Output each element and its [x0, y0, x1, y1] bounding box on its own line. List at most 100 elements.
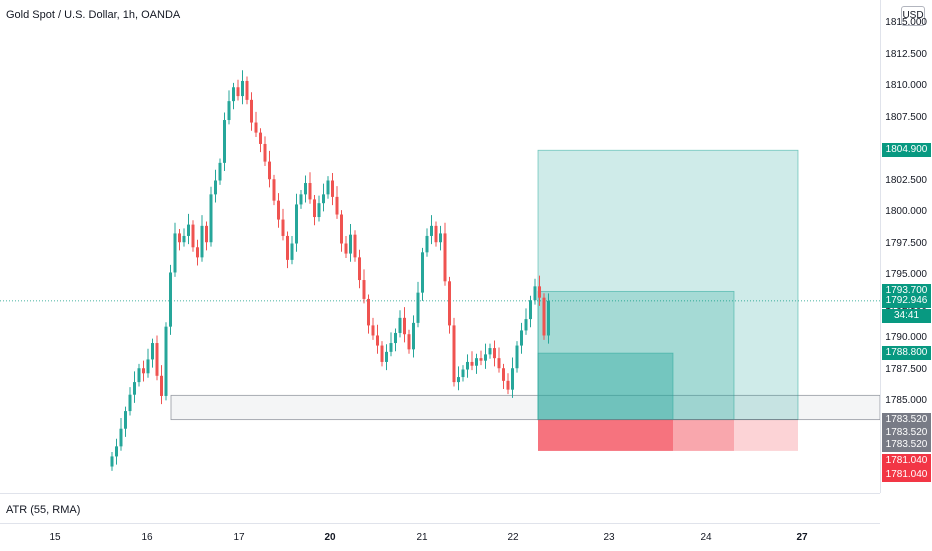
candle-body [398, 317, 402, 333]
price-tag: 1804.900 [882, 143, 931, 158]
candle-body [335, 196, 339, 215]
price-tag: 1783.520 [882, 425, 931, 440]
price-tag: 1783.520 [882, 412, 931, 427]
candle-body [502, 368, 505, 381]
price-axis[interactable]: USD 1815.0001812.5001810.0001807.5001805… [880, 0, 932, 493]
profit-zone [537, 149, 799, 421]
candle-body [416, 292, 420, 323]
candle-body [322, 194, 325, 204]
candle-body [142, 368, 145, 374]
candle-body [259, 132, 262, 144]
candle-body [484, 354, 487, 361]
candle-body [461, 369, 465, 378]
candle-body [245, 80, 249, 100]
price-tick: 1787.500 [885, 363, 927, 375]
candle-body [349, 234, 352, 254]
profit-zone [537, 352, 674, 421]
price-tick: 1815.000 [885, 17, 927, 28]
candle-body [376, 335, 379, 346]
candle-body [529, 300, 532, 320]
candle-body [290, 243, 294, 260]
candle-body [506, 380, 510, 390]
candle-body [277, 200, 280, 220]
price-tick: 1785.000 [885, 395, 927, 406]
candle-body [331, 180, 334, 197]
candle-body [547, 300, 550, 336]
candle-body [497, 358, 501, 369]
candle-body [443, 233, 447, 282]
candle-body [241, 80, 244, 97]
time-axis[interactable]: 15 16 17 20 21 22 23 24 27 [0, 523, 880, 551]
candle-body [227, 101, 231, 121]
indicator-label[interactable]: ATR (55, RMA) [6, 504, 81, 516]
candle-body [394, 332, 397, 344]
candle-body [380, 345, 384, 362]
candle-body [466, 361, 469, 370]
price-tag: 1788.800 [882, 346, 931, 361]
candle-body [407, 334, 411, 350]
time-label: 17 [233, 532, 245, 543]
candle-body [475, 358, 478, 366]
price-tag: 1792.946 [882, 293, 931, 308]
candle-body [250, 99, 253, 123]
candle-body [362, 280, 366, 299]
candle-body [313, 199, 316, 218]
candle-body [196, 247, 199, 258]
time-label: 21 [416, 532, 428, 543]
price-tick: 1812.500 [885, 48, 927, 60]
price-tag: 1783.520 [882, 438, 931, 453]
candle-body [200, 225, 204, 258]
candle-body [434, 225, 438, 243]
candle-body [182, 235, 186, 243]
price-tag: 34:41 [882, 308, 931, 323]
indicator-pane[interactable]: ATR (55, RMA) [0, 493, 880, 524]
candle-body [439, 233, 442, 243]
candle-body [479, 358, 483, 361]
price-chart[interactable] [0, 0, 880, 493]
candle-body [218, 162, 222, 181]
price-tick: 1790.000 [885, 332, 927, 343]
candle-body [317, 203, 321, 218]
candle-body [488, 348, 492, 355]
candle-body [155, 343, 159, 376]
candle-body [533, 286, 537, 301]
candle-body [299, 194, 303, 205]
candle-body [385, 351, 388, 362]
chart-area[interactable]: Gold Spot / U.S. Dollar, 1h, OANDA [0, 0, 880, 493]
currency-button[interactable]: USD [901, 6, 925, 26]
candle-body [160, 375, 163, 396]
candle-body [178, 233, 181, 243]
symbol-title: Gold Spot / U.S. Dollar, 1h, OANDA [6, 9, 181, 21]
candle-body [214, 180, 217, 195]
candle-body [421, 252, 424, 293]
candle-body [169, 272, 172, 327]
price-tick: 1795.000 [885, 269, 927, 280]
candle-body [457, 377, 460, 383]
candle-body [425, 235, 429, 253]
candle-body [542, 297, 546, 336]
candle-body [430, 225, 433, 236]
candle-body [115, 446, 118, 457]
time-label: 16 [141, 532, 153, 543]
time-label: 24 [700, 532, 712, 543]
price-tick: 1810.000 [885, 80, 927, 91]
time-label: 27 [796, 532, 808, 543]
price-tick: 1802.500 [885, 174, 927, 186]
candle-body [205, 225, 208, 243]
price-tick: 1800.000 [885, 206, 927, 217]
candle-body [538, 286, 541, 298]
support-zone [170, 394, 880, 421]
candle-body [236, 87, 240, 97]
candle-body [119, 428, 123, 447]
time-label: 15 [49, 532, 61, 543]
candle-body [263, 143, 267, 162]
candle-body [146, 359, 150, 374]
price-tag: 1781.040 [882, 454, 931, 469]
time-label: 22 [507, 532, 519, 543]
candle-body [232, 87, 235, 102]
candle-body [209, 194, 213, 243]
candle-body [308, 183, 312, 200]
candle-body [524, 319, 528, 331]
candle-body [353, 234, 357, 258]
candle-body [187, 224, 190, 236]
